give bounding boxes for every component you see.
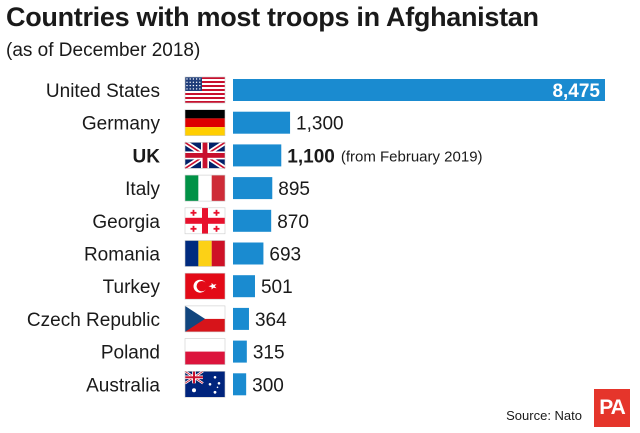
chart-subtitle: (as of December 2018) [6, 40, 201, 61]
australia-flag-icon [184, 370, 226, 398]
category-label: Czech Republic [27, 310, 160, 331]
category-label: United States [46, 81, 160, 102]
value-label: 1,300 [296, 114, 344, 135]
germany-flag-icon [184, 109, 226, 136]
bar [233, 209, 272, 232]
us-flag-icon [184, 76, 226, 104]
category-label: Georgia [92, 212, 160, 233]
bar [233, 177, 273, 200]
pa-logo: PA [594, 389, 630, 427]
category-label: Australia [86, 375, 160, 396]
value-label: 693 [269, 245, 301, 266]
bar [233, 275, 255, 298]
category-label: Germany [82, 114, 161, 135]
romania-flag-icon [184, 240, 226, 267]
turkey-flag-icon [184, 272, 226, 300]
bar [233, 307, 249, 330]
category-label: Italy [125, 179, 160, 200]
category-label: Turkey [103, 277, 161, 298]
bar [233, 340, 247, 363]
value-label: 364 [255, 310, 287, 331]
source-note: Source: Nato [506, 408, 582, 423]
uk-flag-icon [183, 140, 227, 171]
value-label: 870 [277, 212, 309, 233]
annotation-label: (from February 2019) [341, 148, 483, 165]
value-label: 315 [253, 343, 285, 364]
value-label: 501 [261, 277, 293, 298]
value-label: 1,100 [287, 146, 335, 167]
value-label: 895 [278, 179, 310, 200]
category-label: Poland [101, 343, 160, 364]
czech-flag-icon [184, 305, 226, 333]
bar [233, 373, 247, 396]
category-label: UK [133, 146, 161, 167]
value-label: 300 [252, 375, 284, 396]
bar [233, 111, 291, 134]
bar [233, 79, 605, 101]
chart-title: Countries with most troops in Afghanista… [6, 2, 539, 32]
poland-flag-icon [184, 338, 226, 365]
georgia-flag-icon [184, 207, 226, 235]
italy-flag-icon [184, 174, 226, 202]
bar [233, 144, 282, 167]
category-label: Romania [84, 245, 160, 266]
bar [233, 242, 264, 265]
value-label: 8,475 [552, 81, 600, 102]
